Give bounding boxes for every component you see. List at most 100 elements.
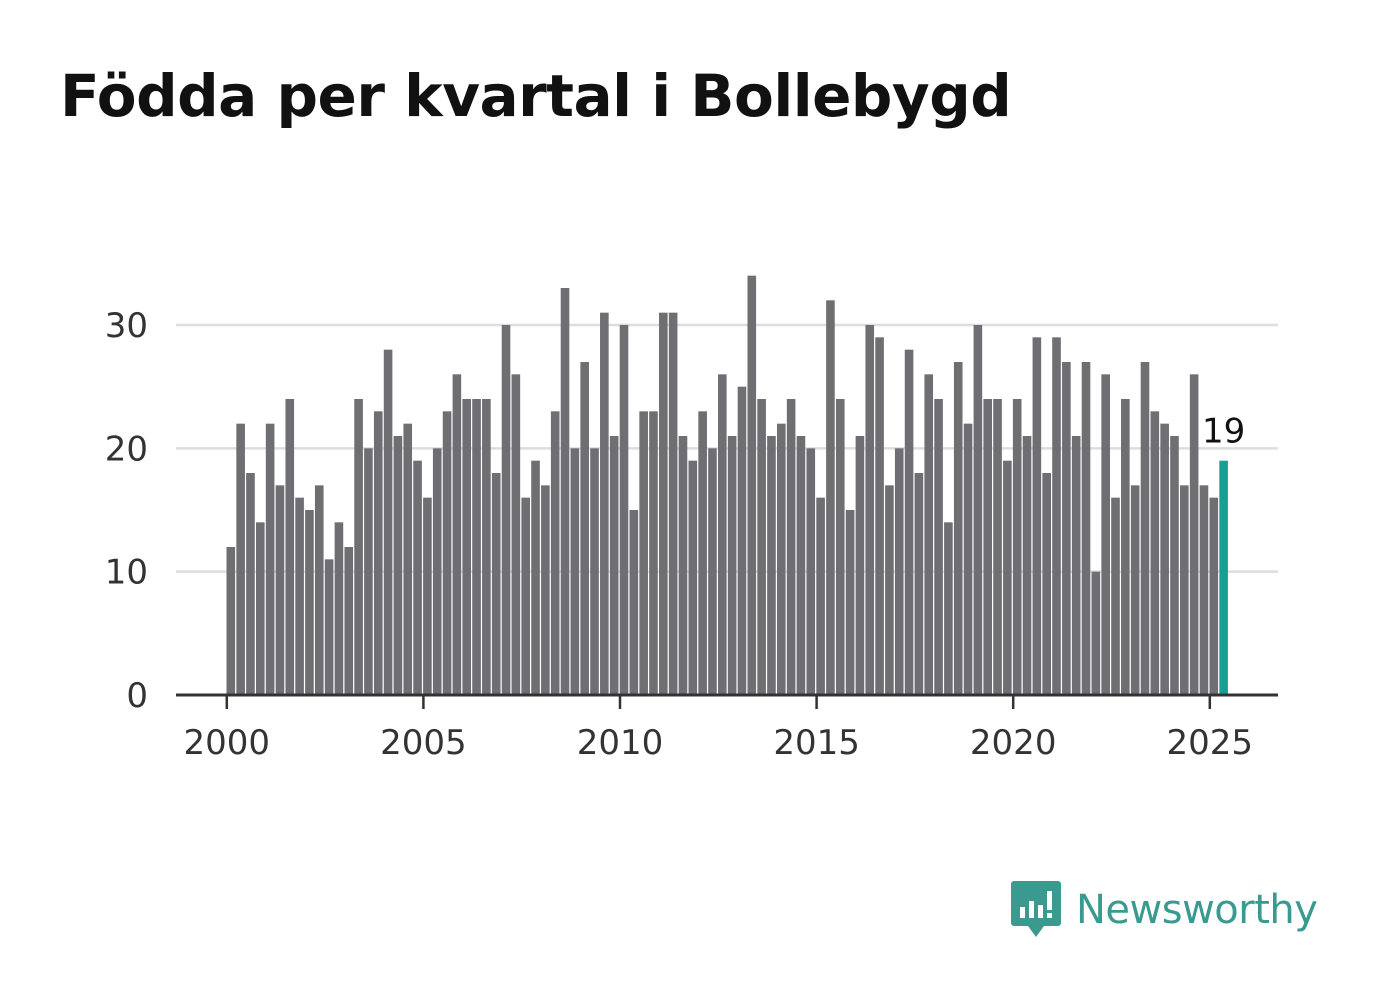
bar xyxy=(482,399,491,695)
bar xyxy=(236,423,245,695)
bar xyxy=(747,275,757,695)
bar xyxy=(973,325,983,695)
bar xyxy=(983,399,993,695)
bar xyxy=(924,374,934,695)
bar xyxy=(718,374,727,695)
bar xyxy=(442,411,452,695)
y-tick-label: 30 xyxy=(105,306,148,346)
bar xyxy=(600,312,609,695)
bar xyxy=(580,362,589,695)
x-tick-label: 2025 xyxy=(1167,723,1254,763)
bar xyxy=(373,411,383,695)
bar xyxy=(894,448,904,695)
bar xyxy=(1160,423,1169,695)
bar xyxy=(1121,399,1130,695)
x-tick-label: 2020 xyxy=(970,723,1057,763)
bar xyxy=(1140,362,1150,695)
bar xyxy=(678,436,688,695)
bar xyxy=(629,510,639,695)
bar xyxy=(403,423,413,695)
bar xyxy=(865,325,875,695)
bar xyxy=(953,362,963,695)
bar xyxy=(314,485,324,695)
x-tick-label: 2015 xyxy=(773,723,860,763)
bar xyxy=(806,448,816,695)
bar xyxy=(1022,436,1032,695)
bar xyxy=(835,399,845,695)
x-axis xyxy=(176,693,1278,709)
bar xyxy=(246,473,255,695)
bar xyxy=(226,547,236,695)
bar xyxy=(1130,485,1140,695)
bar xyxy=(462,399,472,695)
bar xyxy=(619,325,629,695)
bar xyxy=(344,547,354,695)
latest-value-label: 19 xyxy=(1202,412,1245,452)
bar xyxy=(1199,485,1209,695)
bar xyxy=(265,423,275,695)
bar xyxy=(737,386,747,695)
bar xyxy=(1012,399,1022,695)
x-tick-label: 2005 xyxy=(380,723,467,763)
bar xyxy=(1052,337,1061,695)
bars xyxy=(226,275,1228,695)
tick-labels: 0 10 20 30 2000 2005 2010 2015 2020 2025 19 xyxy=(105,306,1253,763)
brand-name: Newsworthy xyxy=(1076,887,1318,933)
bar xyxy=(1101,374,1110,695)
bar xyxy=(1003,460,1012,695)
bar-latest xyxy=(1219,460,1228,695)
bar xyxy=(285,399,295,695)
bar xyxy=(659,312,668,695)
bar xyxy=(275,485,285,695)
bar xyxy=(993,399,1002,695)
bar xyxy=(383,349,393,695)
bar xyxy=(885,485,894,695)
bar xyxy=(816,497,825,695)
bar xyxy=(550,411,560,695)
bar xyxy=(826,300,835,695)
bar xyxy=(1062,362,1071,695)
bar xyxy=(541,485,550,695)
bar xyxy=(295,497,304,695)
bar xyxy=(727,436,737,695)
bar xyxy=(1180,485,1189,695)
bar xyxy=(452,374,462,695)
bar xyxy=(757,399,766,695)
bar xyxy=(324,559,334,695)
bar xyxy=(590,448,599,695)
bar xyxy=(649,411,658,695)
bar xyxy=(639,411,648,695)
bar xyxy=(767,436,776,695)
bar xyxy=(1111,497,1120,695)
bar xyxy=(855,436,865,695)
bar xyxy=(1209,497,1219,695)
bar xyxy=(334,522,344,695)
bar xyxy=(963,423,973,695)
bar xyxy=(914,473,924,695)
bar xyxy=(354,399,363,695)
bar xyxy=(423,497,432,695)
bar xyxy=(511,374,521,695)
bar xyxy=(1170,436,1179,695)
bar xyxy=(875,337,884,695)
brand-logo: Newsworthy xyxy=(1010,878,1318,942)
bar xyxy=(472,399,481,695)
bar xyxy=(944,522,953,695)
bar xyxy=(491,473,501,695)
bar xyxy=(501,325,511,695)
bar xyxy=(305,510,314,695)
bar xyxy=(904,349,914,695)
bar xyxy=(413,460,422,695)
y-tick-label: 0 xyxy=(126,676,148,716)
bar xyxy=(668,312,678,695)
bar xyxy=(698,411,707,695)
bar xyxy=(609,436,619,695)
y-tick-label: 10 xyxy=(105,553,148,593)
bar xyxy=(570,448,580,695)
bar xyxy=(1091,571,1101,695)
bar xyxy=(776,423,786,695)
bar xyxy=(845,510,855,695)
bar xyxy=(521,497,530,695)
chart-title: Födda per kvartal i Bollebygd xyxy=(60,62,1012,130)
